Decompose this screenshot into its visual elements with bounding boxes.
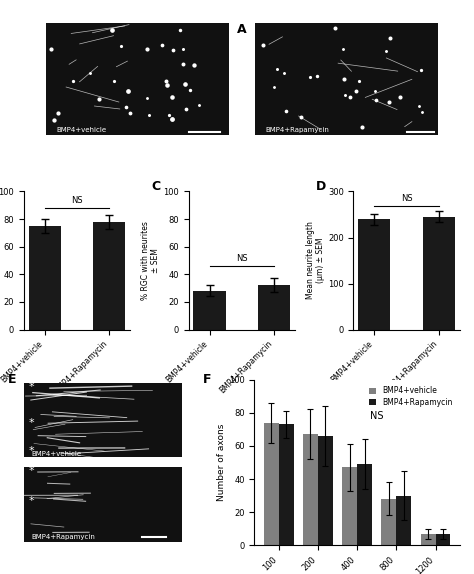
Text: *: * [28, 466, 34, 476]
Bar [258, 285, 290, 329]
Legend: BMP4+vehicle, BMP4+Rapamycin: BMP4+vehicle, BMP4+Rapamycin [366, 383, 456, 410]
Y-axis label: % RGC with neurites
± SEM: % RGC with neurites ± SEM [141, 221, 160, 300]
Text: *: * [28, 446, 34, 456]
Bar [382, 499, 396, 545]
Text: BMP4+vehicle: BMP4+vehicle [56, 127, 107, 133]
Y-axis label: Mean neurite length
(µm) ± SEM: Mean neurite length (µm) ± SEM [306, 222, 325, 300]
Bar [396, 495, 411, 545]
Bar [193, 291, 226, 329]
Text: BMP4+vehicle: BMP4+vehicle [32, 451, 82, 457]
Bar [24, 383, 182, 457]
Bar [358, 219, 391, 329]
Bar [436, 534, 450, 545]
Text: NS: NS [71, 196, 82, 205]
Bar [46, 24, 228, 135]
Bar [93, 222, 125, 329]
Bar [28, 226, 61, 329]
Bar [342, 467, 357, 545]
Text: *: * [28, 418, 34, 428]
Text: F: F [203, 373, 211, 386]
Text: BMP4+Rapamycin: BMP4+Rapamycin [266, 127, 329, 133]
Bar [255, 24, 438, 135]
Text: NS: NS [236, 254, 247, 263]
Bar [264, 422, 279, 545]
Text: *: * [28, 382, 34, 391]
Text: *: * [28, 496, 34, 506]
Y-axis label: Number of axons: Number of axons [217, 424, 226, 501]
Bar [357, 464, 372, 545]
Bar [423, 217, 455, 329]
Bar [420, 534, 436, 545]
Text: D: D [316, 180, 327, 193]
Bar [303, 435, 318, 545]
Bar [24, 467, 182, 542]
Text: A: A [237, 24, 246, 36]
Text: NS: NS [401, 194, 412, 203]
Bar [318, 436, 333, 545]
Text: BMP4+Rapamycin: BMP4+Rapamycin [32, 534, 95, 540]
Text: C: C [151, 180, 161, 193]
Text: E: E [8, 373, 17, 386]
Bar [279, 424, 293, 545]
Text: NS: NS [370, 411, 383, 421]
